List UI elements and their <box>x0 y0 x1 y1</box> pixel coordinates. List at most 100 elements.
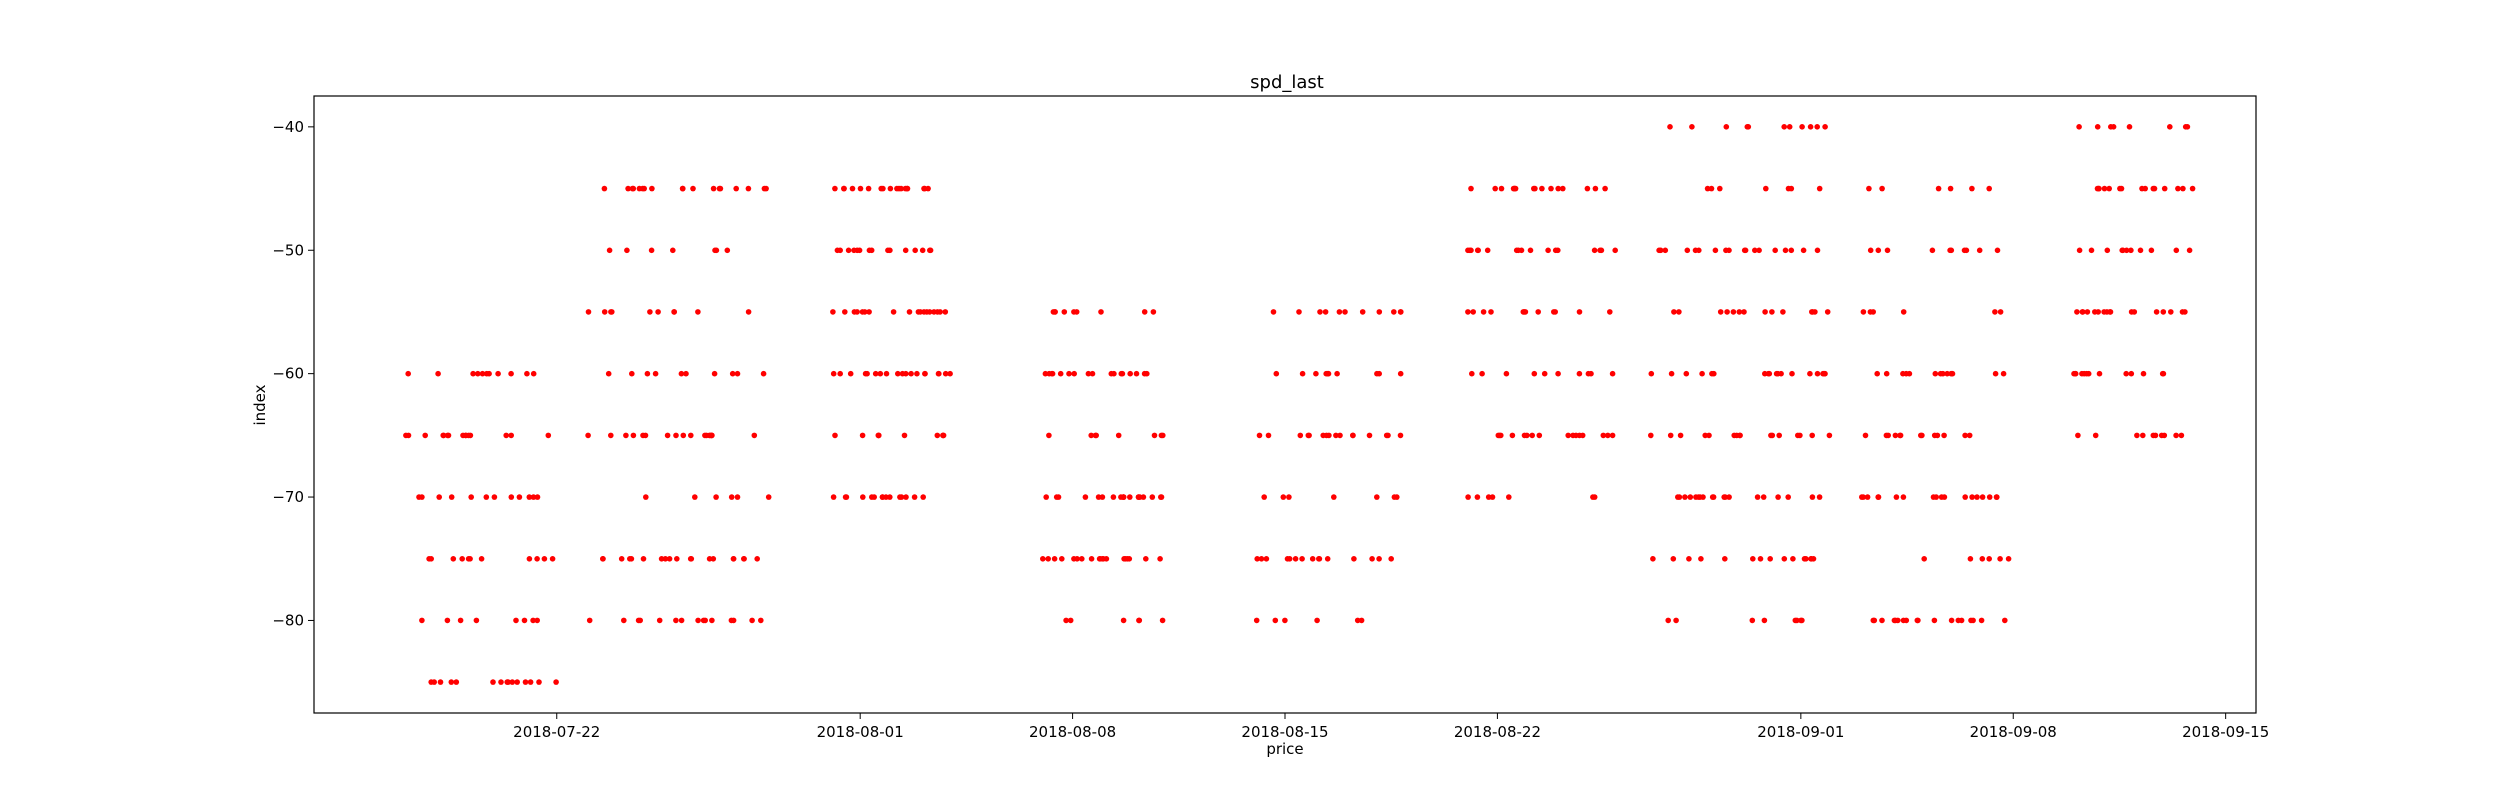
data-point <box>2178 432 2185 439</box>
data-point <box>695 309 701 315</box>
data-point <box>2104 247 2111 254</box>
data-point <box>751 432 758 439</box>
data-point <box>1693 494 1699 500</box>
data-point <box>2075 432 2081 439</box>
data-point <box>649 185 655 192</box>
data-point <box>2140 432 2146 439</box>
data-point <box>1506 494 1512 500</box>
data-point <box>1071 556 1077 562</box>
data-point <box>1929 247 1936 254</box>
data-point <box>1092 432 1099 439</box>
data-point <box>729 370 736 377</box>
data-point <box>1717 185 1723 192</box>
data-point <box>509 679 516 685</box>
data-point <box>585 309 592 315</box>
data-point <box>2072 370 2079 377</box>
data-point <box>1708 185 1715 192</box>
data-point <box>601 185 608 192</box>
data-point <box>1541 370 1548 377</box>
data-point <box>1696 247 1702 254</box>
data-point <box>1914 617 1921 624</box>
data-point <box>674 556 680 562</box>
data-point <box>1529 432 1535 439</box>
data-point <box>1354 617 1361 624</box>
data-point <box>2128 247 2134 254</box>
data-point <box>1082 494 1089 500</box>
data-point <box>1120 494 1127 500</box>
data-point <box>1588 370 1594 377</box>
data-point <box>2150 432 2157 439</box>
data-point <box>1860 309 1867 315</box>
data-point <box>1969 185 1975 192</box>
data-point <box>1723 124 1730 130</box>
data-point <box>1474 494 1481 500</box>
data-point <box>475 370 481 377</box>
data-point <box>1115 432 1122 439</box>
data-point <box>1359 309 1366 315</box>
data-point <box>1955 617 1962 624</box>
data-point <box>1722 556 1728 562</box>
data-point <box>478 556 485 562</box>
data-point <box>1480 309 1487 315</box>
data-point <box>1948 617 1955 624</box>
data-point <box>536 679 542 685</box>
data-point <box>1741 309 1747 315</box>
data-point <box>1966 432 1973 439</box>
data-point <box>1963 247 1970 254</box>
data-point <box>1897 432 1903 439</box>
data-point <box>1063 617 1069 624</box>
data-point <box>1969 494 1975 500</box>
data-point <box>541 556 548 562</box>
data-point <box>625 185 631 192</box>
data-point <box>1333 432 1339 439</box>
data-point <box>1143 556 1149 562</box>
data-point <box>514 679 520 685</box>
data-point <box>1724 309 1730 315</box>
data-point <box>1051 556 1058 562</box>
data-point <box>2168 309 2174 315</box>
data-point <box>1089 370 1096 377</box>
data-point <box>1133 370 1140 377</box>
data-point <box>1687 494 1694 500</box>
data-point <box>688 432 694 439</box>
data-point <box>530 494 537 500</box>
data-points <box>403 124 2196 685</box>
data-point <box>1565 432 1571 439</box>
data-point <box>1967 556 1974 562</box>
data-point <box>1151 432 1158 439</box>
data-point <box>1772 247 1778 254</box>
data-point <box>1773 370 1780 377</box>
data-point <box>504 679 511 685</box>
data-point <box>448 494 455 500</box>
data-point <box>453 679 460 685</box>
data-point <box>1648 370 1655 377</box>
data-point <box>1127 494 1133 500</box>
data-point <box>1296 309 1302 315</box>
data-point <box>1535 309 1541 315</box>
data-point <box>431 679 438 685</box>
data-point <box>1282 617 1288 624</box>
data-point <box>2080 309 2086 315</box>
data-point <box>1046 432 1052 439</box>
data-point <box>1150 309 1157 315</box>
data-point <box>894 185 900 192</box>
y-tick-label: −60 <box>272 365 304 383</box>
data-point <box>709 432 715 439</box>
data-point <box>1576 370 1583 377</box>
data-point <box>671 309 677 315</box>
data-point <box>426 556 432 562</box>
data-point <box>1800 247 1807 254</box>
data-point <box>1316 556 1323 562</box>
data-point <box>1733 432 1740 439</box>
data-point <box>2005 556 2012 562</box>
data-point <box>1781 556 1788 562</box>
data-point <box>1057 370 1064 377</box>
data-point <box>842 309 848 315</box>
data-point <box>692 494 698 500</box>
data-point <box>1085 370 1092 377</box>
data-point <box>1744 124 1751 130</box>
data-point <box>1374 494 1380 500</box>
data-point <box>623 432 629 439</box>
data-point <box>422 432 429 439</box>
data-point <box>1503 370 1510 377</box>
